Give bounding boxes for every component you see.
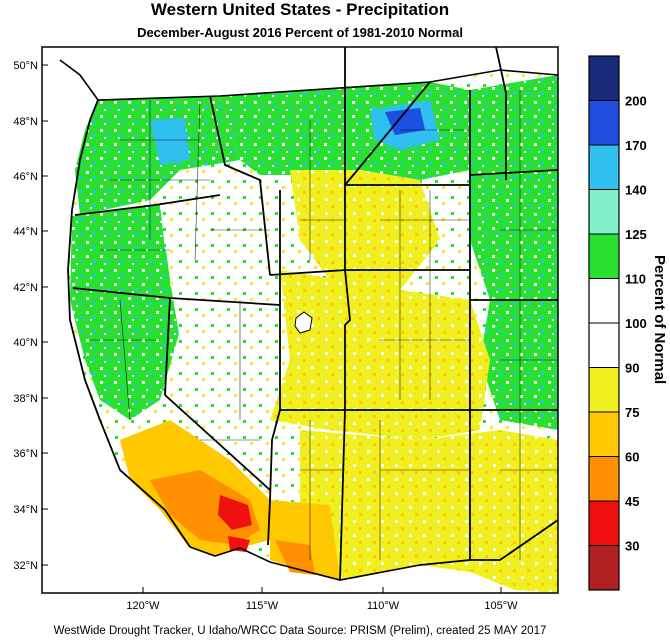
colorbar-tick-label: 125 <box>625 227 647 242</box>
colorbar-ticks: 200 170 140 125 110 100 90 75 60 45 30 <box>589 94 647 554</box>
precipitation-map: 50°N 48°N 46°N 44°N 42°N 40°N 38°N 36°N … <box>13 46 559 612</box>
region-northern-california <box>70 205 180 420</box>
region-utah-colorado <box>270 270 490 440</box>
colorbar-box <box>589 56 619 101</box>
lon-label-115w: 115°W <box>246 600 279 612</box>
colorbar: 200 170 140 125 110 100 90 75 60 45 30 <box>588 55 647 591</box>
lat-label-34: 34°N <box>13 504 38 516</box>
county-borders <box>90 90 558 560</box>
colorbar-tick-label: 200 <box>625 94 647 109</box>
colorbar-tick-label: 110 <box>625 272 646 287</box>
lon-label-110w: 110°W <box>367 600 400 612</box>
region-pacific-northwest <box>75 96 240 215</box>
map-subtitle: December-August 2016 Percent of 1981-201… <box>137 25 463 40</box>
region-wyoming-basins <box>290 170 440 290</box>
latitude-axis: 50°N 48°N 46°N 44°N 42°N 40°N 38°N 36°N … <box>13 60 48 572</box>
colorbar-box <box>589 501 619 546</box>
lat-label-44: 44°N <box>13 226 38 238</box>
region-great-basin-nevada <box>170 275 290 420</box>
lon-label-105w: 105°W <box>484 600 518 612</box>
colorbar-box <box>589 234 619 279</box>
lat-label-32: 32°N <box>13 560 38 572</box>
colorbar-tick-label: 140 <box>625 183 647 198</box>
lat-label-42: 42°N <box>13 282 38 294</box>
map-footer: WestWide Drought Tracker, U Idaho/WRCC D… <box>53 625 547 637</box>
region-snake-river-plain <box>160 175 310 275</box>
region-north-cascades <box>150 118 190 165</box>
colorbar-box <box>589 367 619 413</box>
colorbar-box <box>589 189 619 235</box>
longitude-axis: 120°W 115°W 110°W 105°W <box>126 587 518 612</box>
colorbar-box <box>589 145 619 190</box>
colorbar-box <box>589 412 619 457</box>
colorbar-box <box>589 100 619 146</box>
lon-label-120w: 120°W <box>126 600 160 612</box>
region-northern-plains-east <box>470 75 558 430</box>
lat-label-40: 40°N <box>13 337 38 349</box>
region-southern-california-red <box>218 495 252 552</box>
region-southern-arizona-core <box>275 540 315 575</box>
colorbar-tick-label: 170 <box>625 138 647 153</box>
plot-frame <box>41 46 559 594</box>
lat-label-38: 38°N <box>13 393 38 405</box>
lat-label-36: 36°N <box>13 448 38 460</box>
lat-label-48: 48°N <box>13 116 38 128</box>
colorbar-tick-label: 60 <box>625 450 639 465</box>
map-title: Western United States - Precipitation <box>150 0 450 19</box>
colorbar-tick-label: 100 <box>625 316 647 331</box>
colorbar-box <box>589 278 619 324</box>
country-borders <box>59 59 558 581</box>
colorbar-box <box>589 456 619 502</box>
great-salt-lake <box>294 311 313 334</box>
colorbar-tick-label: 75 <box>625 405 639 420</box>
colorbar-tick-label: 90 <box>625 361 639 376</box>
state-borders <box>67 47 558 581</box>
colorbar-label: Percent of Normal <box>651 255 668 385</box>
lat-label-46: 46°N <box>13 171 38 183</box>
region-northeast-montana-core <box>385 108 425 135</box>
colorbar-boxes <box>589 56 619 591</box>
colorbar-tick-label: 30 <box>625 539 639 554</box>
colorbar-tick-label: 45 <box>625 494 639 509</box>
lat-label-50: 50°N <box>13 60 38 72</box>
region-new-mexico-west-texas <box>300 430 558 593</box>
colorbar-box <box>589 545 619 591</box>
colorbar-box <box>589 323 619 368</box>
